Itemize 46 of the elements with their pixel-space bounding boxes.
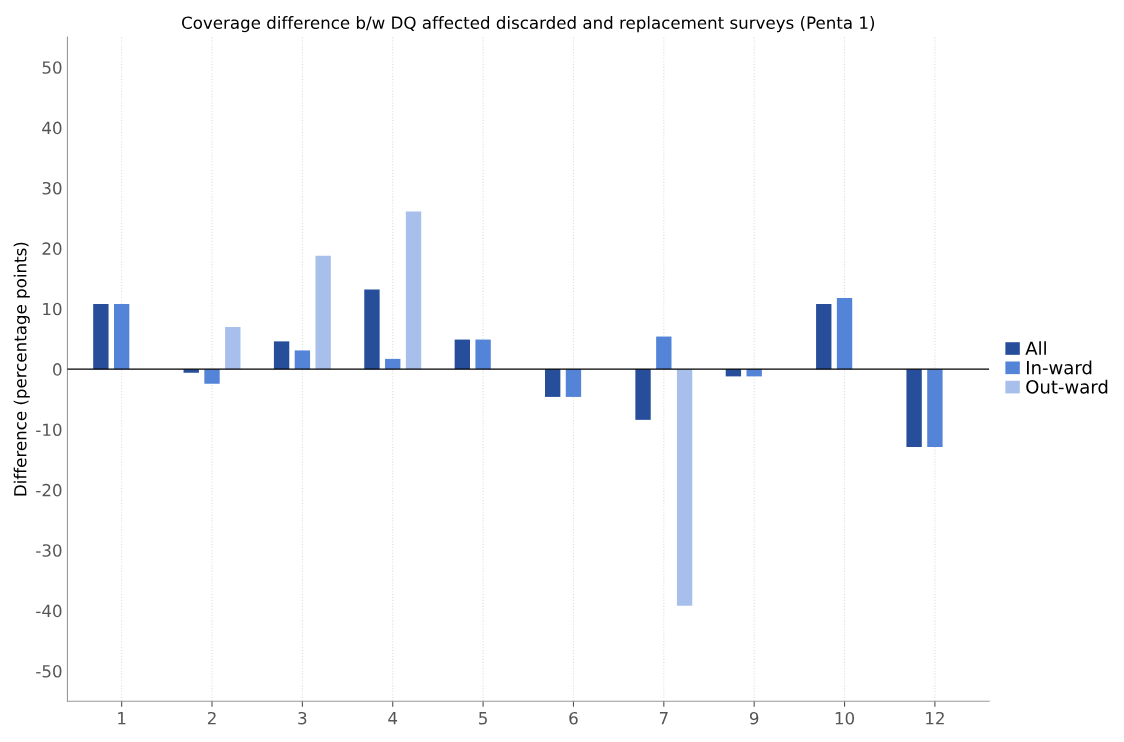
y-tick-label: 30 [42,181,62,195]
bar [405,211,422,370]
y-tick-label: -30 [36,544,62,557]
bar [454,339,470,370]
legend-label: In-ward [1027,360,1092,375]
bar [113,303,130,370]
legend-label: Out-ward [1026,379,1108,394]
bar [565,369,582,397]
bar [294,350,311,370]
y-tick-label: 0 [53,363,62,376]
x-tick-label: 5 [479,712,487,725]
y-tick-label: 10 [43,302,62,316]
y-tick-label: -40 [36,604,62,618]
bar [927,369,943,448]
x-tick-label: 9 [749,711,759,725]
bar [475,339,491,370]
y-axis-title: Difference (percentage points) [13,242,30,496]
bar [635,369,651,420]
x-tick-label: 3 [298,711,307,725]
y-tick-label: 50 [42,61,62,74]
y-tick-label: -50 [36,664,62,678]
bar [93,303,109,370]
x-tick-label: 1 [118,712,126,725]
bar [676,369,693,606]
bar [836,297,853,370]
x-tick-label: 6 [569,711,578,725]
y-tick-label: -20 [36,483,62,497]
x-tick-label: 10 [835,711,855,725]
bar [364,289,380,370]
chart-title: Coverage difference b/w DQ affected discarded and replacement surveys (Penta 1) [182,16,875,33]
x-tick-label: 12 [926,711,944,725]
legend-label: All [1025,341,1046,355]
y-tick-label: 20 [42,242,62,255]
bar [545,369,561,397]
bar [315,255,331,370]
x-tick-label: 4 [388,712,398,725]
bar [225,326,241,370]
bar [273,341,290,370]
bar [204,369,220,384]
bar [906,369,922,448]
x-tick-label: 2 [207,711,216,725]
bar [816,303,832,370]
bar [656,336,672,370]
y-tick-label: 40 [42,121,62,135]
x-tick-label: 7 [659,712,668,725]
y-tick-label: -10 [36,423,62,437]
